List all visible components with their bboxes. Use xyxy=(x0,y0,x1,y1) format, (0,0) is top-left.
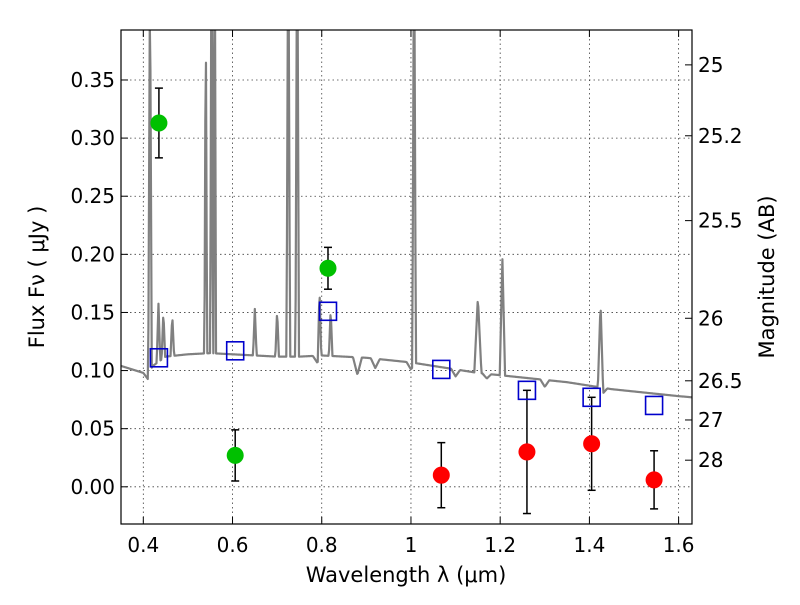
magnitude-tick-label: 28 xyxy=(698,448,723,472)
data-points xyxy=(149,87,664,515)
magnitude-tick-label: 27 xyxy=(698,408,723,432)
y-tick-label: 0.05 xyxy=(70,417,115,441)
y-axis-title-right: Magnitude (AB) xyxy=(755,195,779,358)
non-detection-point xyxy=(432,466,450,484)
x-tick-label: 0.4 xyxy=(127,533,159,557)
tick-labels: 0.4 0.6 0.8 1 1.2 1.4 1.6 0.00 0.05 0.10 0.15 0.20 0… xyxy=(70,53,742,557)
non-detection-point xyxy=(518,443,536,461)
model-spectrum xyxy=(121,30,692,399)
detection-point xyxy=(226,446,244,464)
x-tick-label: 1.4 xyxy=(573,533,605,557)
magnitude-tick-label: 26.5 xyxy=(698,369,743,393)
magnitude-tick-label: 25.2 xyxy=(698,124,743,148)
model-photometry-square xyxy=(431,359,451,380)
non-detection-point xyxy=(583,435,601,453)
x-tick-label: 0.6 xyxy=(217,533,249,557)
y-tick-label: 0.25 xyxy=(70,184,115,208)
y-tick-label: 0.30 xyxy=(70,126,115,150)
x-tick-label: 1.2 xyxy=(484,533,516,557)
y-tick-label: 0.35 xyxy=(70,68,115,92)
y-tick-label: 0.20 xyxy=(70,242,115,266)
y-tick-label: 0.15 xyxy=(70,300,115,324)
model-spectrum-line xyxy=(121,30,692,399)
non-detection-point xyxy=(645,471,663,489)
magnitude-tick-label: 25 xyxy=(698,53,723,77)
detection-point xyxy=(319,259,337,277)
plot-frame xyxy=(120,29,693,525)
magnitude-tick-label: 25.5 xyxy=(698,209,743,233)
model-photometry-square xyxy=(644,395,664,416)
y-axis-title-left: Flux Fν ( μJy ) xyxy=(25,206,49,349)
model-photometry-square xyxy=(517,380,537,401)
x-tick-label: 1.6 xyxy=(663,533,695,557)
y-tick-label: 0.10 xyxy=(70,359,115,383)
x-axis-title: Wavelength λ (μm) xyxy=(306,563,507,587)
x-tick-label: 0.8 xyxy=(306,533,338,557)
y-tick-label: 0.00 xyxy=(70,475,115,499)
model-photometry-square xyxy=(225,341,245,361)
magnitude-tick-label: 26 xyxy=(698,306,723,330)
model-photometry-square xyxy=(582,387,601,408)
model-photometry-square xyxy=(149,347,169,368)
x-tick-label: 1 xyxy=(405,533,418,557)
detection-point xyxy=(150,114,168,132)
axis-ticks xyxy=(121,30,692,524)
model-photometry-square xyxy=(318,301,338,322)
